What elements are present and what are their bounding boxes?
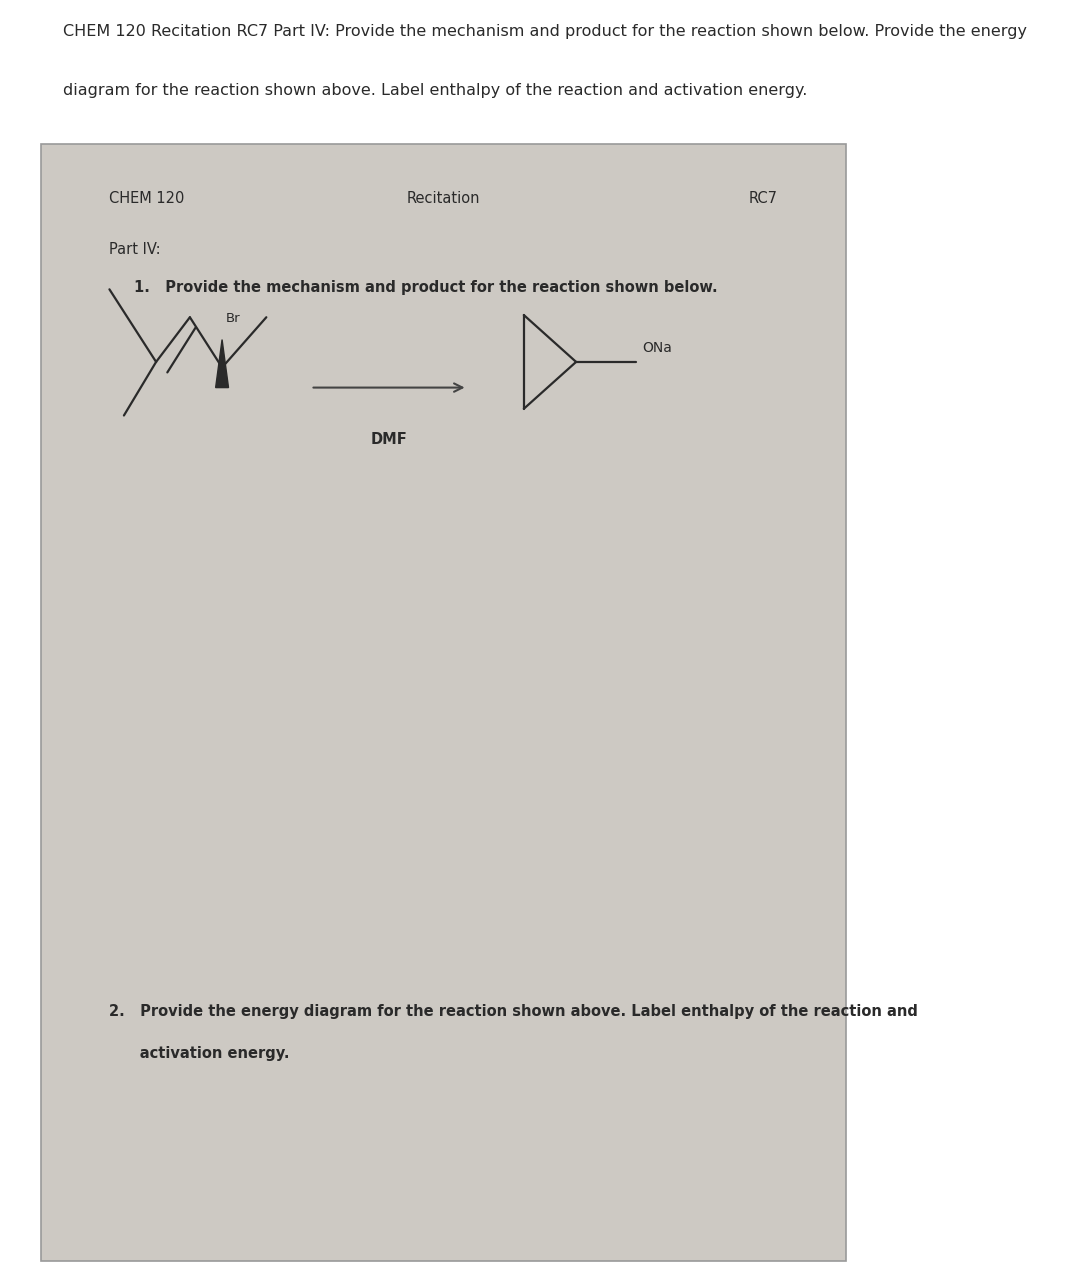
Text: diagram for the reaction shown above. Label enthalpy of the reaction and activat: diagram for the reaction shown above. La… — [63, 83, 807, 98]
Text: ONa: ONa — [643, 341, 672, 355]
Polygon shape — [216, 339, 229, 388]
FancyBboxPatch shape — [41, 144, 846, 1261]
Text: Recitation: Recitation — [406, 191, 481, 207]
Text: CHEM 120 Recitation RC7 Part IV: Provide the mechanism and product for the react: CHEM 120 Recitation RC7 Part IV: Provide… — [63, 24, 1027, 40]
Text: 2.   Provide the energy diagram for the reaction shown above. Label enthalpy of : 2. Provide the energy diagram for the re… — [109, 1004, 918, 1020]
Text: DMF: DMF — [370, 433, 407, 448]
Text: activation energy.: activation energy. — [109, 1046, 289, 1062]
Text: Part IV:: Part IV: — [109, 242, 161, 258]
Text: RC7: RC7 — [748, 191, 778, 207]
Text: Br: Br — [226, 313, 241, 325]
Text: 1.   Provide the mechanism and product for the reaction shown below.: 1. Provide the mechanism and product for… — [134, 281, 717, 296]
Text: CHEM 120: CHEM 120 — [109, 191, 185, 207]
